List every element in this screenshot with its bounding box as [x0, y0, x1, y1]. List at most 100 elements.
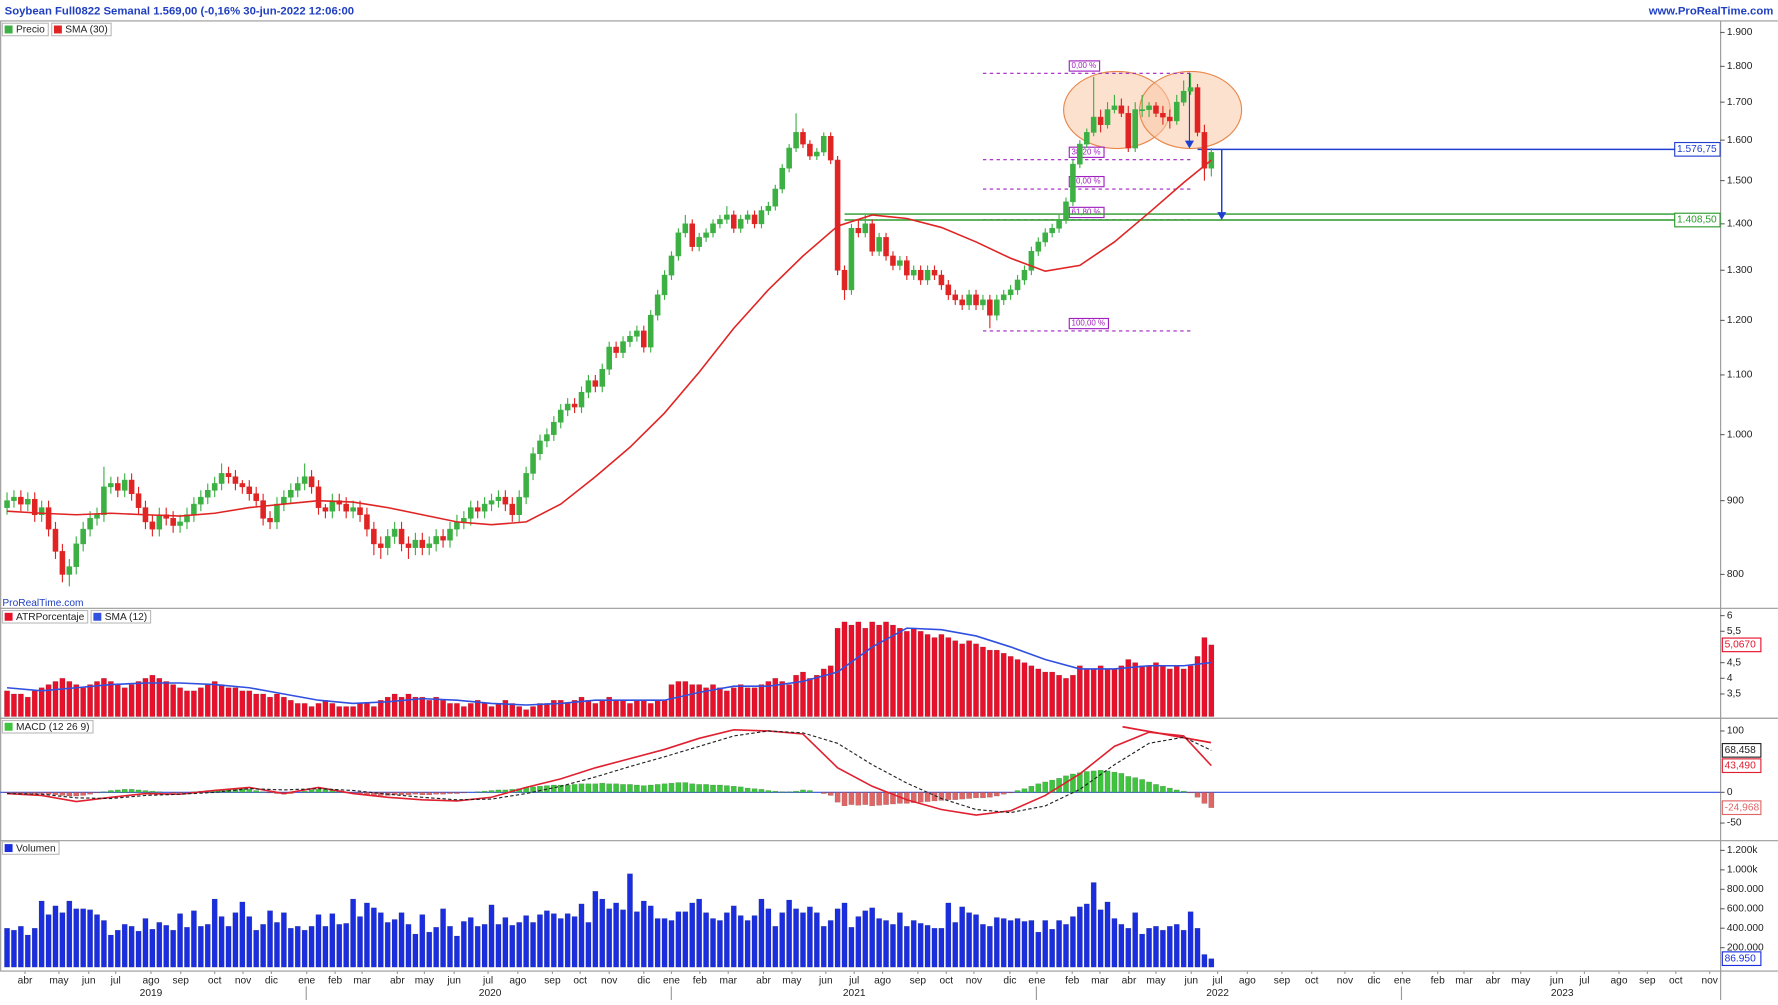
bar — [537, 786, 543, 793]
bar — [267, 792, 273, 794]
bar — [488, 706, 495, 717]
y-tick-label: 4,5 — [1727, 657, 1741, 668]
x-tick-label: nov — [1701, 975, 1718, 986]
bar — [703, 912, 709, 968]
y-tick-label: 100 — [1727, 726, 1744, 737]
candle-body — [184, 514, 190, 523]
bar — [447, 926, 453, 968]
legend-swatch — [93, 612, 102, 621]
candle-body — [807, 143, 813, 157]
bar — [571, 700, 578, 717]
legend-label: SMA (12) — [105, 612, 147, 623]
candle-body — [426, 543, 433, 548]
bar — [897, 912, 903, 968]
candle-body — [793, 132, 799, 149]
bar — [737, 915, 744, 968]
y-tick-label: 1.000k — [1727, 865, 1758, 876]
x-tick-label: jun — [818, 975, 833, 986]
bar — [675, 782, 682, 793]
bar — [315, 914, 322, 968]
x-tick-label: ene — [298, 975, 315, 986]
bar — [876, 918, 882, 968]
legend-swatch — [4, 844, 13, 853]
bar — [1153, 784, 1159, 793]
bar — [924, 792, 931, 802]
bar — [1028, 786, 1035, 793]
candle-body — [419, 539, 426, 548]
bar — [654, 700, 661, 717]
bar — [197, 926, 204, 968]
bar — [391, 919, 398, 968]
bar — [883, 792, 889, 805]
candle-body — [1125, 113, 1132, 149]
bar — [1021, 788, 1028, 793]
x-tick-label: abr — [1486, 975, 1501, 986]
bar — [1070, 674, 1076, 717]
bar — [274, 922, 280, 968]
bar — [128, 926, 135, 968]
bar — [281, 696, 287, 717]
candle-body — [834, 159, 841, 271]
bar — [184, 927, 190, 968]
bar — [11, 929, 17, 968]
bar — [322, 926, 329, 968]
bar — [765, 790, 772, 793]
bar — [779, 681, 786, 717]
bar — [751, 788, 758, 793]
bar — [322, 700, 329, 717]
bar — [1049, 928, 1055, 968]
x-tick-label: abr — [18, 975, 33, 986]
bar — [488, 790, 495, 793]
x-tick-label: jun — [446, 975, 461, 986]
bar — [820, 792, 827, 794]
bar — [890, 924, 896, 968]
bar — [308, 926, 315, 968]
bar — [993, 792, 1000, 797]
candle-body — [924, 269, 931, 281]
bar — [405, 693, 412, 717]
bar — [481, 790, 488, 793]
bar — [613, 783, 619, 793]
year-label: 2021 — [843, 988, 866, 999]
candle-body — [343, 503, 349, 512]
bar — [938, 927, 945, 968]
bar — [391, 693, 398, 717]
bar — [405, 792, 412, 796]
bar — [454, 703, 460, 717]
bar — [94, 681, 100, 717]
bar — [398, 696, 405, 717]
x-tick-label: feb — [1065, 975, 1079, 986]
bar — [1111, 668, 1118, 717]
candle-body — [121, 479, 128, 491]
candle-body — [779, 167, 786, 190]
candle-body — [87, 518, 93, 530]
x-tick-label: mar — [1091, 975, 1109, 986]
bar — [890, 624, 896, 717]
bar — [1007, 920, 1014, 968]
candle-body — [11, 496, 17, 501]
bar — [45, 684, 52, 717]
bar — [627, 703, 633, 717]
candle-body — [308, 476, 315, 488]
bar — [647, 905, 654, 968]
candle-body — [440, 536, 446, 541]
bar — [973, 792, 979, 799]
bar — [606, 783, 613, 793]
bar — [87, 792, 93, 795]
bar — [149, 790, 156, 793]
candle-body — [841, 269, 848, 291]
bar — [751, 687, 758, 717]
candle-body — [876, 237, 882, 252]
bar — [973, 643, 979, 717]
value-marker-box — [1721, 800, 1762, 816]
bar — [412, 933, 419, 968]
bar — [758, 789, 765, 793]
bar — [1077, 772, 1083, 793]
candle-body — [959, 299, 965, 306]
x-tick-label: oct — [573, 975, 587, 986]
bar — [557, 700, 564, 717]
bar — [433, 927, 439, 968]
candle-body — [1035, 241, 1042, 252]
y-tick-label: 1.400 — [1727, 219, 1753, 230]
bar — [668, 920, 675, 968]
